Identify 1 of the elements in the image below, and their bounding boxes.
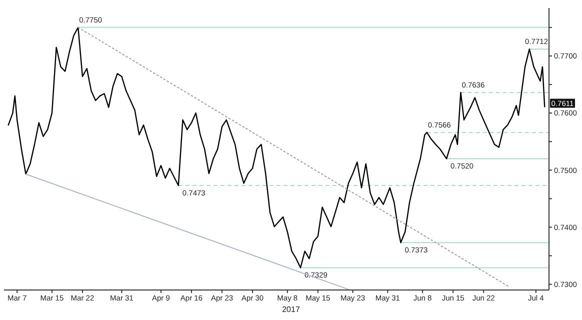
text: 2017 bbox=[281, 305, 301, 314]
